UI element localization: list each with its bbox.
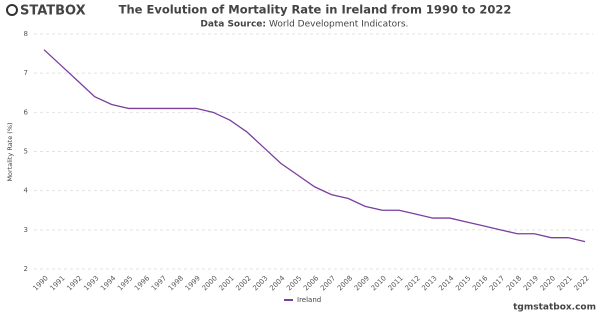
chart-title: The Evolution of Mortality Rate in Irela… <box>119 3 512 17</box>
x-tick-label: 2016 <box>471 274 490 293</box>
x-tick-label: 2000 <box>201 274 219 292</box>
logo-text: STATBOX <box>20 4 86 19</box>
x-tick-label: 1997 <box>150 274 168 292</box>
x-tick-label: 2014 <box>437 274 456 293</box>
logo: STATBOX <box>6 4 86 19</box>
x-tick-label: 1999 <box>184 274 202 292</box>
y-tick-label: 5 <box>24 148 28 156</box>
x-tick-label: 2011 <box>387 274 405 292</box>
x-tick-label: 2005 <box>285 274 303 292</box>
y-tick-label: 7 <box>24 69 28 77</box>
x-tick-label: 1992 <box>65 274 83 292</box>
x-tick-label: 2021 <box>556 274 574 292</box>
x-tick-label: 2006 <box>302 274 321 293</box>
x-tick-label: 1990 <box>32 274 50 292</box>
x-tick-label: 1994 <box>99 274 118 293</box>
y-tick-label: 2 <box>24 265 28 273</box>
x-tick-label: 2013 <box>420 274 438 292</box>
y-tick-label: 3 <box>24 226 28 234</box>
x-tick-label: 2001 <box>218 274 236 292</box>
x-tick-label: 2008 <box>336 274 354 292</box>
legend-label: Ireland <box>297 296 321 304</box>
x-tick-label: 1998 <box>167 274 185 292</box>
x-tick-label: 2019 <box>522 274 540 292</box>
x-tick-label: 2004 <box>268 274 287 293</box>
x-tick-label: 2010 <box>370 274 388 292</box>
x-tick-label: 2018 <box>505 274 523 292</box>
logo-icon <box>6 4 18 16</box>
x-tick-label: 1996 <box>133 274 152 293</box>
x-tick-label: 2002 <box>234 274 252 292</box>
x-tick-label: 1993 <box>82 274 100 292</box>
y-tick-label: 4 <box>24 187 29 195</box>
subtitle-label: Data Source: <box>200 20 266 30</box>
x-tick-label: 1991 <box>48 274 66 292</box>
x-tick-label: 2022 <box>573 274 591 292</box>
x-tick-label: 2007 <box>319 274 337 292</box>
x-tick-label: 2017 <box>488 274 506 292</box>
subtitle: World Development Indicators. <box>269 20 408 30</box>
x-tick-label: 2003 <box>251 274 269 292</box>
x-tick-label: 1995 <box>116 274 134 292</box>
y-tick-label: 6 <box>24 108 29 116</box>
site-url: tgmstatbox.com <box>513 303 596 313</box>
x-tick-label: 2015 <box>454 274 472 292</box>
y-tick-label: 8 <box>24 30 28 38</box>
y-axis-label: Mortality Rate (%) <box>6 122 14 181</box>
x-tick-label: 2009 <box>353 274 371 292</box>
x-tick-label: 2020 <box>539 274 557 292</box>
x-tick-label: 2012 <box>404 274 422 292</box>
data-line <box>43 49 586 243</box>
